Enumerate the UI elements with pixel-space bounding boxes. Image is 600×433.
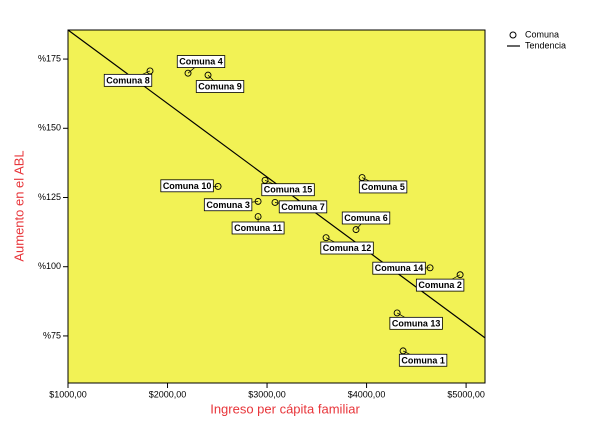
label-box <box>320 241 374 255</box>
point-label: Comuna 15 <box>264 185 313 195</box>
label-box <box>389 316 443 330</box>
point-label: Comuna 11 <box>234 223 282 233</box>
x-tick-label: $5000,00 <box>447 389 485 399</box>
point <box>393 309 401 317</box>
y-tick-label: %75 <box>43 330 61 340</box>
legend-label: Comuna <box>525 29 559 39</box>
x-axis-title: Ingreso per cápita familiar <box>210 401 360 416</box>
legend-label: Tendencia <box>525 40 566 50</box>
label-box <box>372 261 426 275</box>
point-label: Comuna 9 <box>198 82 242 92</box>
point <box>146 67 154 75</box>
point-label: Comuna 8 <box>106 75 150 85</box>
point <box>352 226 360 234</box>
label-box <box>358 180 408 194</box>
point-label: Comuna 7 <box>281 202 325 212</box>
label-box <box>195 80 245 93</box>
label-box <box>398 353 448 367</box>
point-label: Comuna 13 <box>392 318 441 328</box>
point-label: Comuna 6 <box>344 213 388 223</box>
point-label: Comuna 10 <box>163 181 212 191</box>
y-tick-label: %100 <box>38 261 61 271</box>
label-box <box>278 200 328 214</box>
point <box>261 176 269 184</box>
y-tick-label: %175 <box>38 53 61 63</box>
label-box <box>261 183 315 197</box>
x-tick-label: $3000,00 <box>248 389 286 399</box>
point-label: Comuna 12 <box>323 243 372 253</box>
point <box>456 271 464 279</box>
y-axis-title: Aumento en el ABL <box>11 150 26 261</box>
point <box>214 182 222 190</box>
point-label: Comuna 5 <box>361 182 405 192</box>
label-box <box>341 211 391 225</box>
x-tick-label: $1000,00 <box>49 389 87 399</box>
point-label: Comuna 3 <box>206 200 250 210</box>
label-box <box>176 55 226 68</box>
point <box>322 234 330 242</box>
point <box>358 174 366 182</box>
label-box <box>103 73 153 87</box>
y-tick-label: %125 <box>38 192 61 202</box>
y-tick-label: %150 <box>38 123 61 133</box>
label-leader <box>355 223 362 230</box>
point <box>254 213 262 221</box>
point <box>426 264 434 272</box>
label-box <box>231 221 285 235</box>
point-label: Comuna 4 <box>179 57 223 67</box>
point <box>271 199 279 206</box>
point <box>204 71 212 79</box>
x-tick-label: $2000,00 <box>149 389 187 399</box>
point-label: Comuna 1 <box>401 355 445 365</box>
point <box>184 69 192 77</box>
point <box>399 347 407 355</box>
legend-marker <box>509 31 517 39</box>
point-label: Comuna 2 <box>418 280 462 290</box>
point-label: Comuna 14 <box>375 263 424 273</box>
label-box <box>203 198 253 212</box>
label-leader <box>187 67 195 74</box>
label-box <box>160 179 214 193</box>
x-tick-label: $4000,00 <box>348 389 386 399</box>
point <box>254 197 262 205</box>
label-box <box>415 278 465 292</box>
